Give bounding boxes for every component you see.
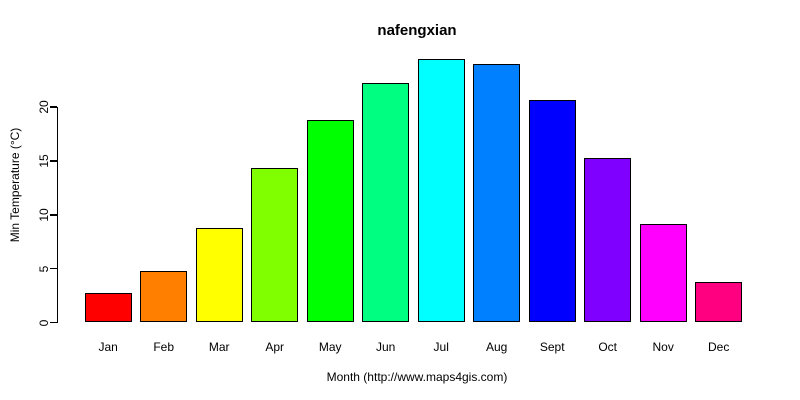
- y-axis-tick: [49, 214, 57, 216]
- x-axis-label: Month (http://www.maps4gis.com): [326, 370, 508, 384]
- x-tick-label-jul: Jul: [433, 340, 449, 354]
- bar-sept: [528, 99, 576, 323]
- x-tick-label-may: May: [318, 340, 342, 354]
- bar-aug: [473, 64, 521, 323]
- x-tick-label-dec: Dec: [708, 340, 730, 354]
- y-axis-tick-label: 20: [37, 100, 51, 114]
- y-axis-tick: [49, 321, 57, 324]
- y-axis-tick: [49, 160, 57, 162]
- y-axis-tick-label: 5: [37, 265, 51, 272]
- x-tick-label-oct: Oct: [598, 340, 618, 354]
- bar-mar: [195, 227, 243, 323]
- bar-jan: [84, 293, 132, 323]
- y-axis-tick-label: 0: [37, 319, 51, 326]
- x-tick-label-mar: Mar: [208, 340, 230, 354]
- y-axis-label: Min Temperature (°C): [8, 127, 22, 243]
- y-axis-line: [56, 107, 58, 324]
- x-tick-label-aug: Aug: [486, 340, 508, 354]
- y-axis-tick: [49, 267, 57, 270]
- bar-oct: [584, 157, 632, 323]
- x-tick-label-nov: Nov: [652, 340, 674, 354]
- y-axis-tick-label: 10: [37, 208, 51, 222]
- bar-jun: [362, 83, 410, 323]
- x-tick-label-jun: Jun: [376, 340, 396, 354]
- bar-apr: [251, 168, 299, 323]
- bar-dec: [695, 281, 743, 323]
- x-tick-label-feb: Feb: [153, 340, 175, 354]
- x-tick-label-apr: Apr: [265, 340, 285, 354]
- bar-jul: [417, 58, 465, 323]
- y-axis-tick: [49, 106, 57, 108]
- bar-feb: [140, 270, 188, 323]
- chart-title: nafengxian: [377, 22, 457, 39]
- x-tick-label-sept: Sept: [539, 340, 565, 354]
- y-axis-tick-label: 15: [37, 154, 51, 168]
- bar-may: [306, 120, 354, 323]
- bar-nov: [639, 224, 687, 323]
- x-tick-label-jan: Jan: [98, 340, 118, 354]
